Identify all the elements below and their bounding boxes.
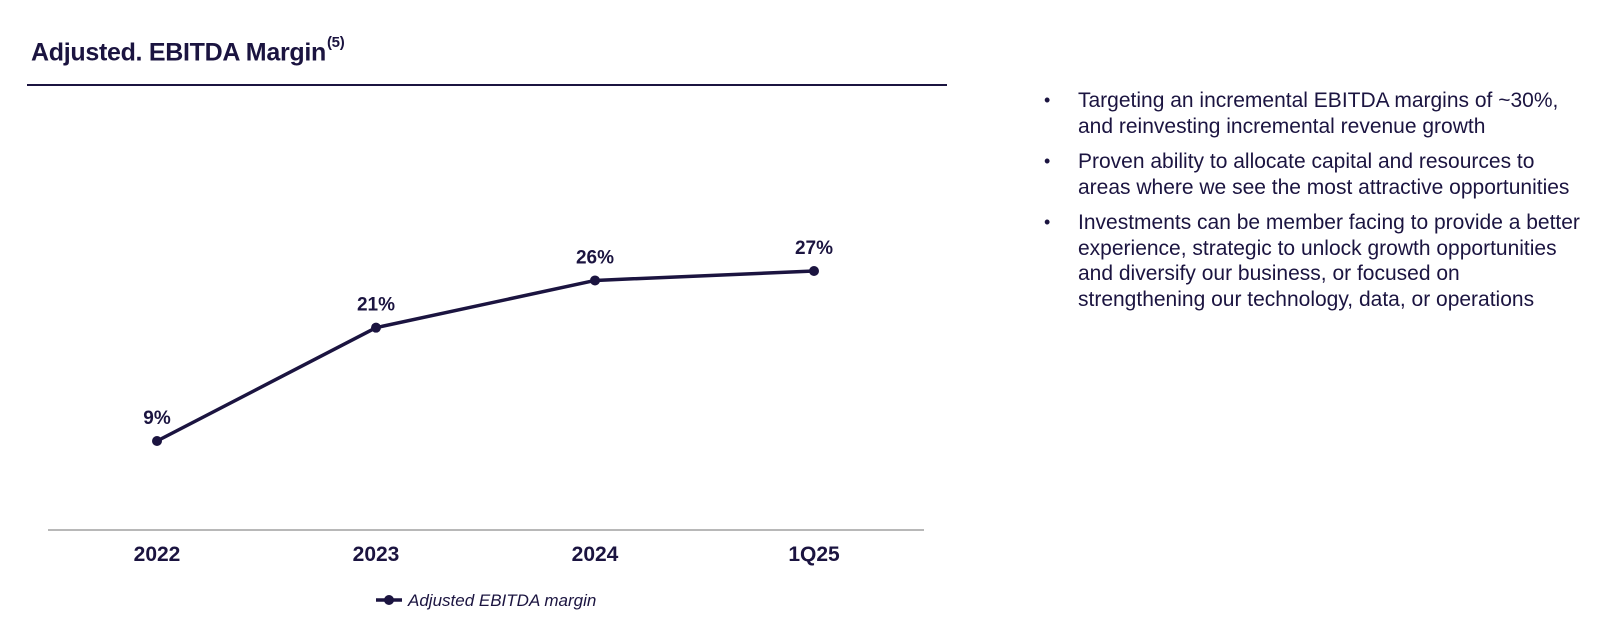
data-label: 21% [357, 295, 395, 316]
bullet-dot-icon: • [1044, 212, 1051, 232]
bullet-item: • Investments can be member facing to pro… [1040, 210, 1588, 312]
legend-marker-icon [384, 595, 394, 605]
series-line [156, 269, 815, 443]
data-point [809, 266, 819, 276]
data-point [152, 436, 162, 446]
bullet-item: • Targeting an incremental EBITDA margins… [1040, 88, 1588, 139]
bullet-text: Proven ability to allocate capital and r… [1078, 150, 1570, 199]
bullet-dot-icon: • [1044, 151, 1051, 171]
key-points-list: • Targeting an incremental EBITDA margins… [1040, 88, 1588, 322]
x-tick-label: 2024 [572, 543, 619, 566]
title-divider [27, 84, 947, 86]
legend-label: Adjusted EBITDA margin [407, 591, 596, 610]
title-text: Adjusted. EBITDA Margin [31, 38, 326, 67]
x-tick-label: 2022 [134, 543, 181, 566]
data-point [590, 275, 600, 286]
title-footnote: (5) [326, 34, 345, 51]
x-tick-label: 1Q25 [788, 543, 840, 566]
ebitda-line-chart: 9% 21% 26% 27% 2022 2023 2024 1Q25 Adjusted EBIT… [48, 238, 924, 610]
data-label: 9% [143, 408, 171, 429]
page-title: Adjusted. EBITDA Margin(5) [31, 34, 345, 67]
data-point [371, 322, 381, 333]
bullet-text: Targeting an incremental EBITDA margins … [1078, 89, 1559, 138]
x-tick-label: 2023 [353, 543, 400, 566]
data-label: 26% [576, 247, 614, 268]
bullet-text: Investments can be member facing to prov… [1078, 211, 1580, 311]
bullet-item: • Proven ability to allocate capital and … [1040, 149, 1588, 200]
data-label: 27% [795, 238, 833, 259]
bullet-dot-icon: • [1044, 90, 1051, 110]
